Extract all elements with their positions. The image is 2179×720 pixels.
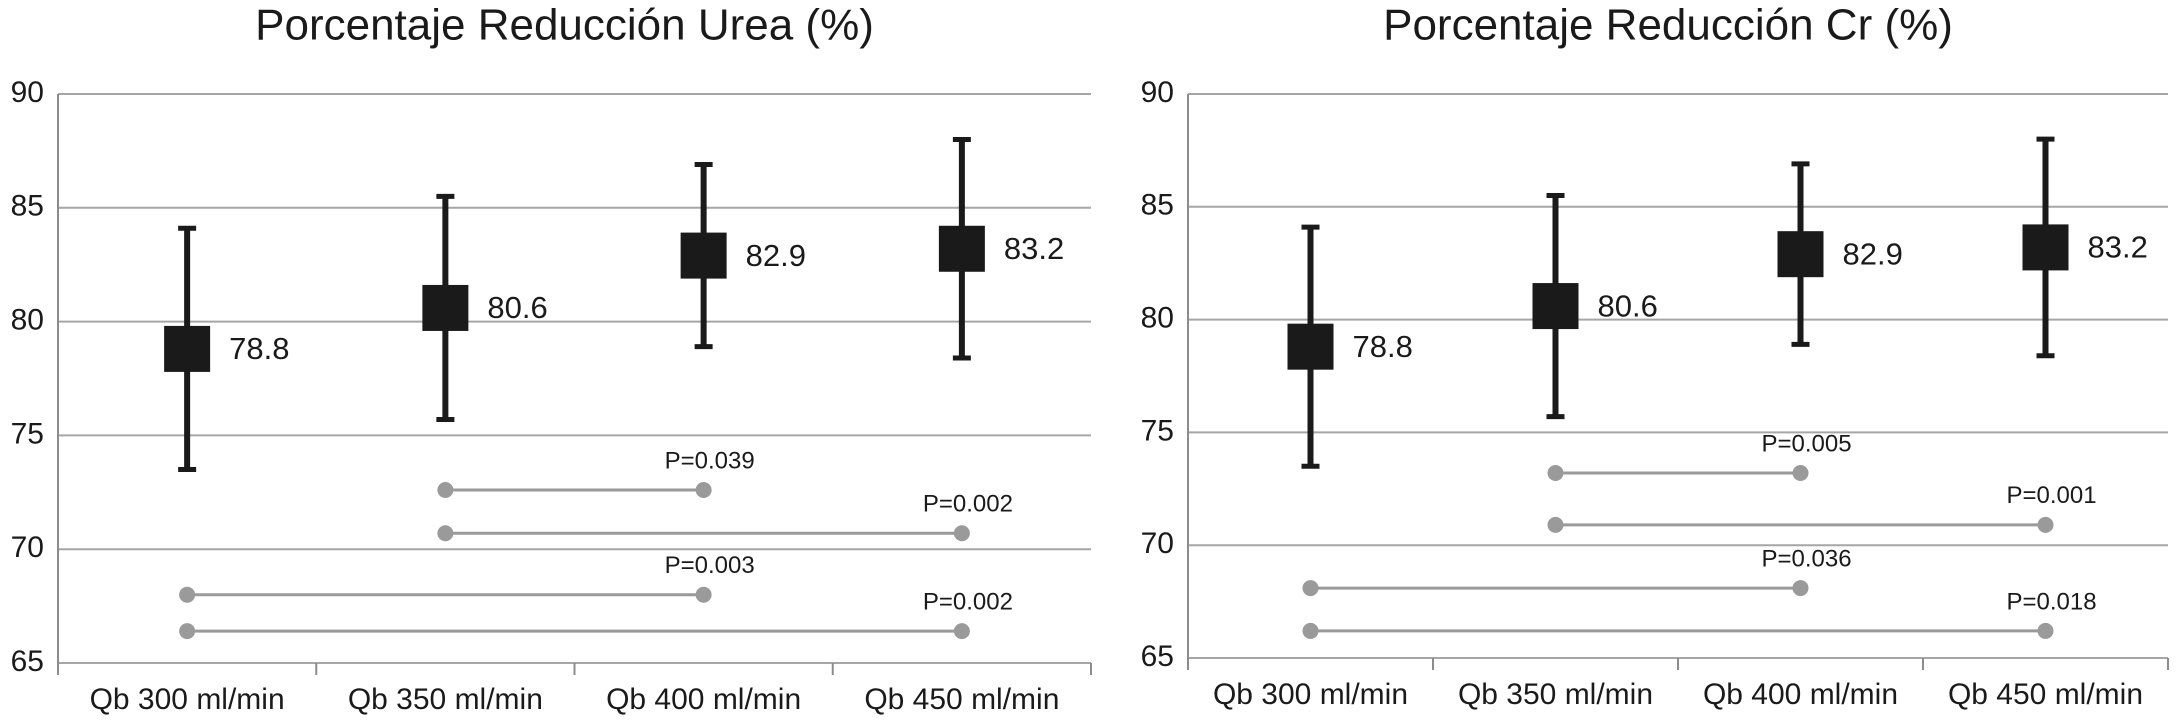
comparison-end: [1792, 580, 1809, 597]
p-value-label: P=0.002: [923, 491, 1013, 518]
mean-marker: [680, 232, 727, 279]
x-tick-label: Qb 450 ml/min: [1948, 678, 2143, 711]
mean-marker: [938, 225, 985, 272]
x-tick-label: Qb 300 ml/min: [90, 683, 285, 716]
comparison-end: [953, 623, 970, 640]
x-tick-label: Qb 350 ml/min: [1458, 678, 1653, 711]
y-tick-label: 85: [11, 190, 44, 223]
y-tick-label: 75: [1141, 414, 1174, 447]
y-tick-label: 65: [1141, 640, 1174, 673]
comparison-end: [179, 623, 196, 640]
comparison-end: [179, 586, 196, 603]
value-label: 83.2: [2088, 230, 2148, 265]
y-tick-label: 85: [1141, 189, 1174, 222]
y-tick-label: 70: [1141, 527, 1174, 560]
value-label: 82.9: [746, 238, 806, 273]
value-label: 78.8: [1353, 329, 1413, 364]
x-tick-label: Qb 350 ml/min: [348, 683, 543, 716]
value-label: 80.6: [1598, 288, 1658, 323]
p-value-label: P=0.039: [665, 447, 755, 474]
comparison-end: [1547, 516, 1564, 533]
value-label: 82.9: [1843, 236, 1903, 271]
value-label: 78.8: [229, 331, 289, 366]
y-tick-label: 90: [1141, 76, 1174, 109]
comparison-end: [437, 525, 454, 542]
y-tick-label: 75: [11, 417, 44, 450]
y-tick-label: 90: [11, 76, 44, 109]
comparison-end: [1547, 465, 1564, 482]
mean-marker: [422, 284, 469, 331]
comparison-end: [695, 586, 712, 603]
mean-marker: [1532, 283, 1579, 330]
p-value-label: P=0.036: [1761, 545, 1851, 572]
mean-marker: [1777, 231, 1824, 278]
y-tick-label: 80: [11, 304, 44, 337]
comparison-end: [953, 525, 970, 542]
mean-marker: [1287, 323, 1334, 370]
comparison-end: [1302, 622, 1319, 639]
value-label: 83.2: [1004, 231, 1064, 266]
y-tick-label: 65: [11, 645, 44, 678]
x-tick-label: Qb 300 ml/min: [1213, 678, 1408, 711]
y-tick-label: 70: [11, 531, 44, 564]
chart-title: Porcentaje Reducción Cr (%): [1383, 1, 1953, 50]
x-tick-label: Qb 400 ml/min: [606, 683, 801, 716]
comparison-end: [1302, 580, 1319, 597]
x-tick-label: Qb 400 ml/min: [1703, 678, 1898, 711]
p-value-label: P=0.018: [2006, 588, 2096, 615]
mean-marker: [164, 325, 211, 372]
comparison-end: [695, 482, 712, 499]
p-value-label: P=0.002: [923, 588, 1013, 615]
chart-title: Porcentaje Reducción Urea (%): [255, 1, 874, 50]
mean-marker: [2022, 224, 2069, 271]
comparison-end: [437, 482, 454, 499]
comparison-end: [1792, 465, 1809, 482]
comparison-end: [2037, 516, 2054, 533]
x-tick-label: Qb 450 ml/min: [864, 683, 1059, 716]
p-value-label: P=0.001: [2006, 482, 2096, 509]
p-value-label: P=0.005: [1761, 430, 1851, 457]
comparison-end: [2037, 622, 2054, 639]
p-value-label: P=0.003: [665, 552, 755, 579]
value-label: 80.6: [487, 290, 547, 325]
y-tick-label: 80: [1141, 302, 1174, 335]
